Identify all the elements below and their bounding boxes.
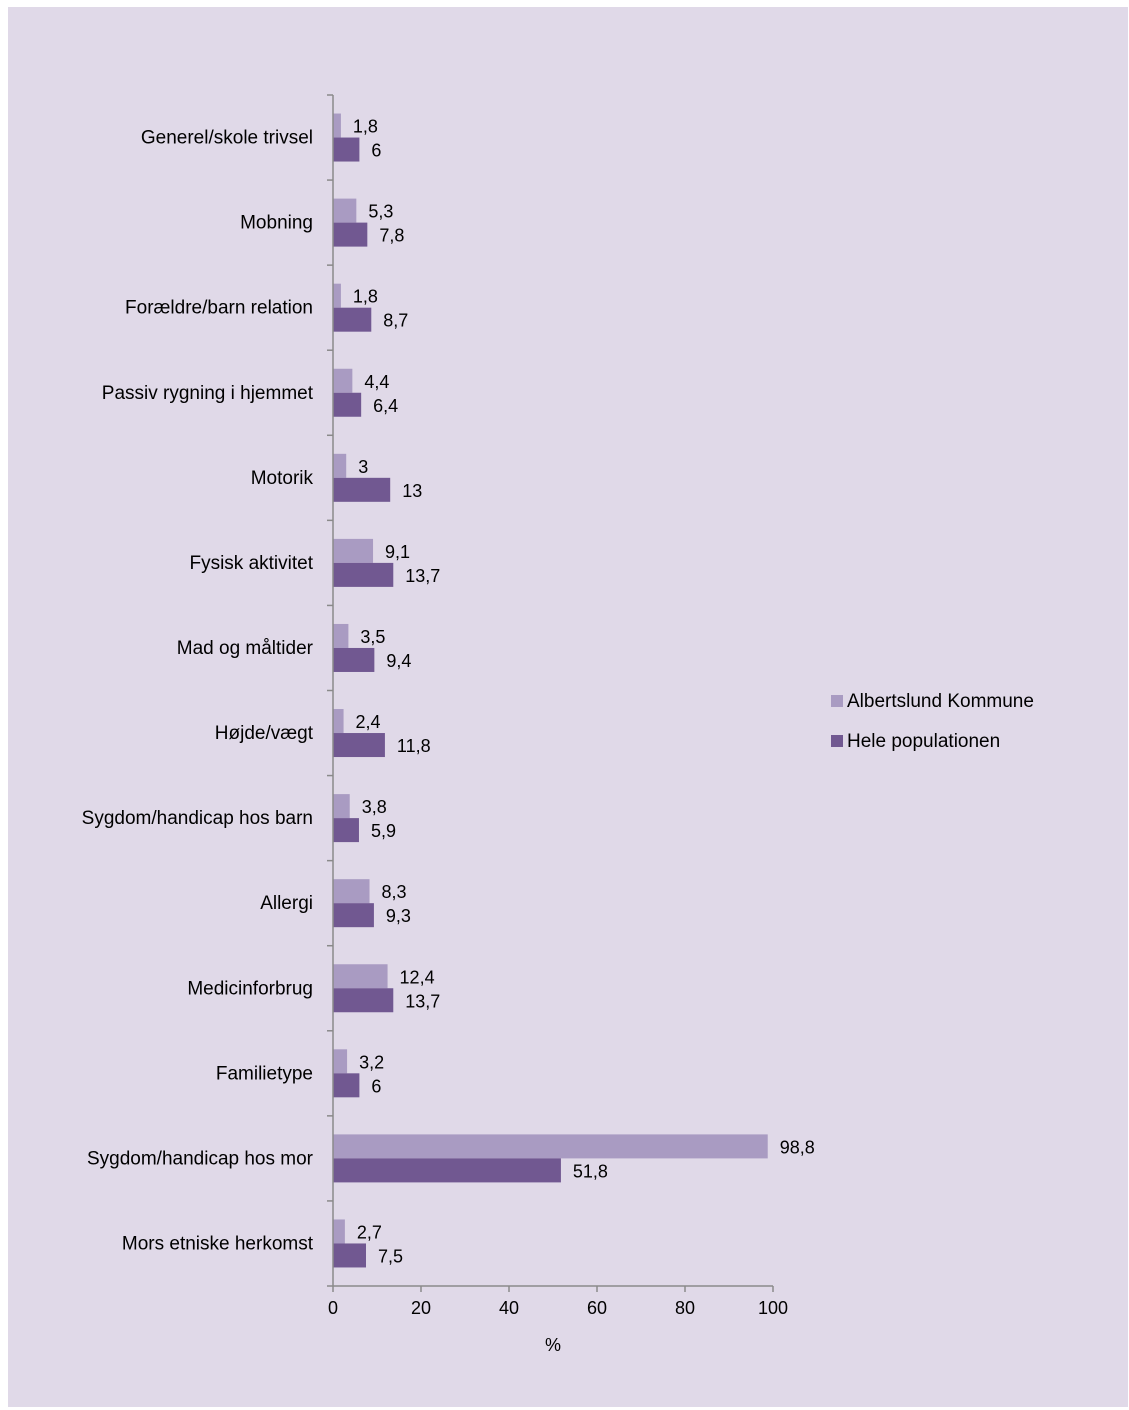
data-label: 3,2	[359, 1052, 384, 1072]
chart-panel: Generel/skole trivsel 1,8 6 Mobning 5,3 7,8 Fo…	[8, 7, 1128, 1407]
bar-albertslund	[333, 1049, 348, 1074]
data-label: 9,3	[386, 906, 411, 926]
category-label: Allergi	[260, 893, 313, 914]
legend-swatch	[831, 735, 843, 747]
x-axis-title: %	[545, 1335, 561, 1355]
bar-albertslund	[333, 198, 357, 223]
x-tick-label: 40	[499, 1298, 519, 1318]
data-label: 12,4	[400, 967, 435, 987]
data-label: 1,8	[353, 287, 378, 307]
bar-population	[333, 222, 368, 247]
bar-albertslund	[333, 623, 349, 648]
bar-population	[333, 647, 375, 672]
x-tick-label: 20	[411, 1298, 431, 1318]
data-label: 6	[371, 141, 381, 161]
data-label: 6	[371, 1076, 381, 1096]
bar-population	[333, 988, 394, 1013]
category-label: Motorik	[251, 468, 314, 489]
category-label: Medicinforbrug	[187, 978, 313, 999]
bar-population	[333, 562, 394, 587]
data-label: 2,7	[357, 1222, 382, 1242]
category-label: Fysisk aktivitet	[189, 553, 313, 574]
category-label: Familietype	[216, 1063, 313, 1084]
legend-label: Hele populationen	[847, 731, 1000, 752]
bar-population	[333, 818, 359, 843]
category-label: Sygdom/handicap hos mor	[87, 1148, 314, 1169]
data-label: 1,8	[353, 117, 378, 137]
bar-chart: Generel/skole trivsel 1,8 6 Mobning 5,3 7,8 Fo…	[82, 94, 1034, 1355]
bar-albertslund	[333, 538, 374, 563]
bar-population	[333, 392, 362, 417]
category-label: Mors etniske herkomst	[122, 1233, 314, 1254]
data-label: 3,8	[362, 797, 387, 817]
data-label: 7,8	[379, 226, 404, 246]
category-label: Passiv rygning i hjemmet	[102, 383, 314, 404]
bar-population	[333, 733, 385, 758]
bar-albertslund	[333, 794, 350, 819]
bar-population	[333, 1243, 366, 1268]
category-label: Generel/skole trivsel	[141, 128, 313, 149]
data-label: 9,4	[386, 651, 411, 671]
data-label: 2,4	[356, 712, 381, 732]
bar-population	[333, 1158, 561, 1183]
data-label: 5,9	[371, 821, 396, 841]
bar-albertslund	[333, 368, 353, 393]
data-label: 7,5	[378, 1246, 403, 1266]
data-label: 3	[358, 457, 368, 477]
legend-swatch	[831, 695, 843, 707]
category-label: Sygdom/handicap hos barn	[82, 808, 313, 829]
x-tick-label: 100	[758, 1298, 788, 1318]
legend-label: Albertslund Kommune	[847, 691, 1034, 712]
bar-albertslund	[333, 964, 388, 989]
category-label: Forældre/barn relation	[125, 298, 313, 319]
x-tick-label: 80	[675, 1298, 695, 1318]
data-label: 98,8	[780, 1137, 815, 1157]
x-tick-label: 0	[328, 1298, 338, 1318]
bar-population	[333, 903, 374, 928]
data-label: 51,8	[573, 1161, 608, 1181]
data-label: 13,7	[405, 991, 440, 1011]
data-label: 13	[402, 481, 422, 501]
bar-population	[333, 307, 372, 332]
bar-population	[333, 137, 360, 162]
data-label: 6,4	[373, 396, 398, 416]
data-label: 8,3	[382, 882, 407, 902]
bar-albertslund	[333, 879, 370, 904]
data-label: 9,1	[385, 542, 410, 562]
data-label: 5,3	[368, 202, 393, 222]
bar-population	[333, 477, 391, 502]
data-label: 13,7	[405, 566, 440, 586]
bar-albertslund	[333, 453, 347, 478]
data-label: 3,5	[360, 627, 385, 647]
data-label: 11,8	[397, 736, 431, 756]
bar-population	[333, 1073, 360, 1098]
data-label: 4,4	[364, 372, 389, 392]
bar-albertslund	[333, 113, 341, 138]
bar-albertslund	[333, 1219, 345, 1244]
data-label: 8,7	[383, 311, 408, 331]
category-label: Mad og måltider	[177, 638, 314, 659]
category-label: Højde/vægt	[215, 723, 314, 744]
category-label: Mobning	[240, 213, 313, 234]
bar-albertslund	[333, 1134, 768, 1159]
x-tick-label: 60	[587, 1298, 607, 1318]
bar-albertslund	[333, 283, 341, 308]
bar-albertslund	[333, 709, 344, 734]
